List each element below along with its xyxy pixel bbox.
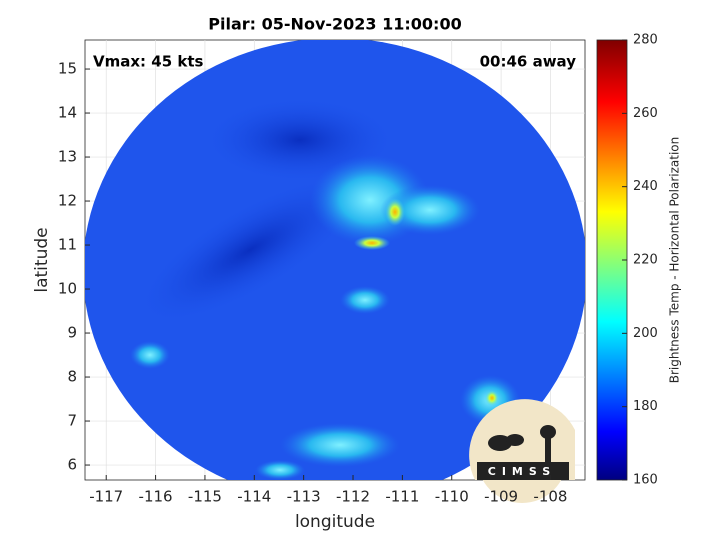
y-tick-label: 14: [58, 104, 77, 122]
y-tick-label: 8: [67, 368, 77, 386]
x-tick-label: -111: [385, 488, 419, 506]
y-tick-label: 9: [67, 324, 77, 342]
colorbar: Brightness Temp - Horizontal Polarizatio…: [596, 33, 682, 488]
x-tick-label: -112: [336, 488, 370, 506]
colorbar-tick-label: 160: [633, 473, 658, 488]
y-tick-label: 15: [58, 60, 77, 78]
y-tick-label: 13: [58, 148, 77, 166]
y-axis-label: latitude: [32, 227, 52, 292]
y-tick-label: 7: [67, 412, 77, 430]
x-tick-label: -108: [533, 488, 567, 506]
annotation: 00:46 away: [480, 53, 577, 71]
x-tick-label: -115: [188, 488, 222, 506]
swath: [85, 40, 585, 480]
colorbar-tick-label: 220: [633, 253, 658, 268]
x-tick-label: -117: [89, 488, 123, 506]
colorbar-tick-label: 260: [633, 106, 658, 121]
colorbar-tick-label: 280: [633, 33, 658, 48]
chart-title: Pilar: 05-Nov-2023 11:00:00: [208, 15, 461, 34]
y-tick-label: 12: [58, 192, 77, 210]
x-tick-label: -110: [435, 488, 469, 506]
colorbar-tick-label: 240: [633, 179, 658, 194]
y-tick-label: 11: [58, 236, 77, 254]
x-tick-label: -113: [287, 488, 321, 506]
x-tick-label: -114: [237, 488, 271, 506]
colorbar-label: Brightness Temp - Horizontal Polarizatio…: [668, 137, 682, 384]
annotation: Vmax: 45 kts: [93, 53, 203, 71]
x-tick-label: -109: [484, 488, 518, 506]
logo: CIMSS: [469, 399, 575, 503]
y-tick-label: 10: [58, 280, 77, 298]
logo-text: CIMSS: [488, 465, 556, 478]
y-tick-label: 6: [67, 456, 77, 474]
x-tick-label: -116: [139, 488, 173, 506]
x-axis-label: longitude: [295, 512, 375, 532]
colorbar-tick-label: 200: [633, 326, 658, 341]
colorbar-tick-label: 180: [633, 399, 658, 414]
